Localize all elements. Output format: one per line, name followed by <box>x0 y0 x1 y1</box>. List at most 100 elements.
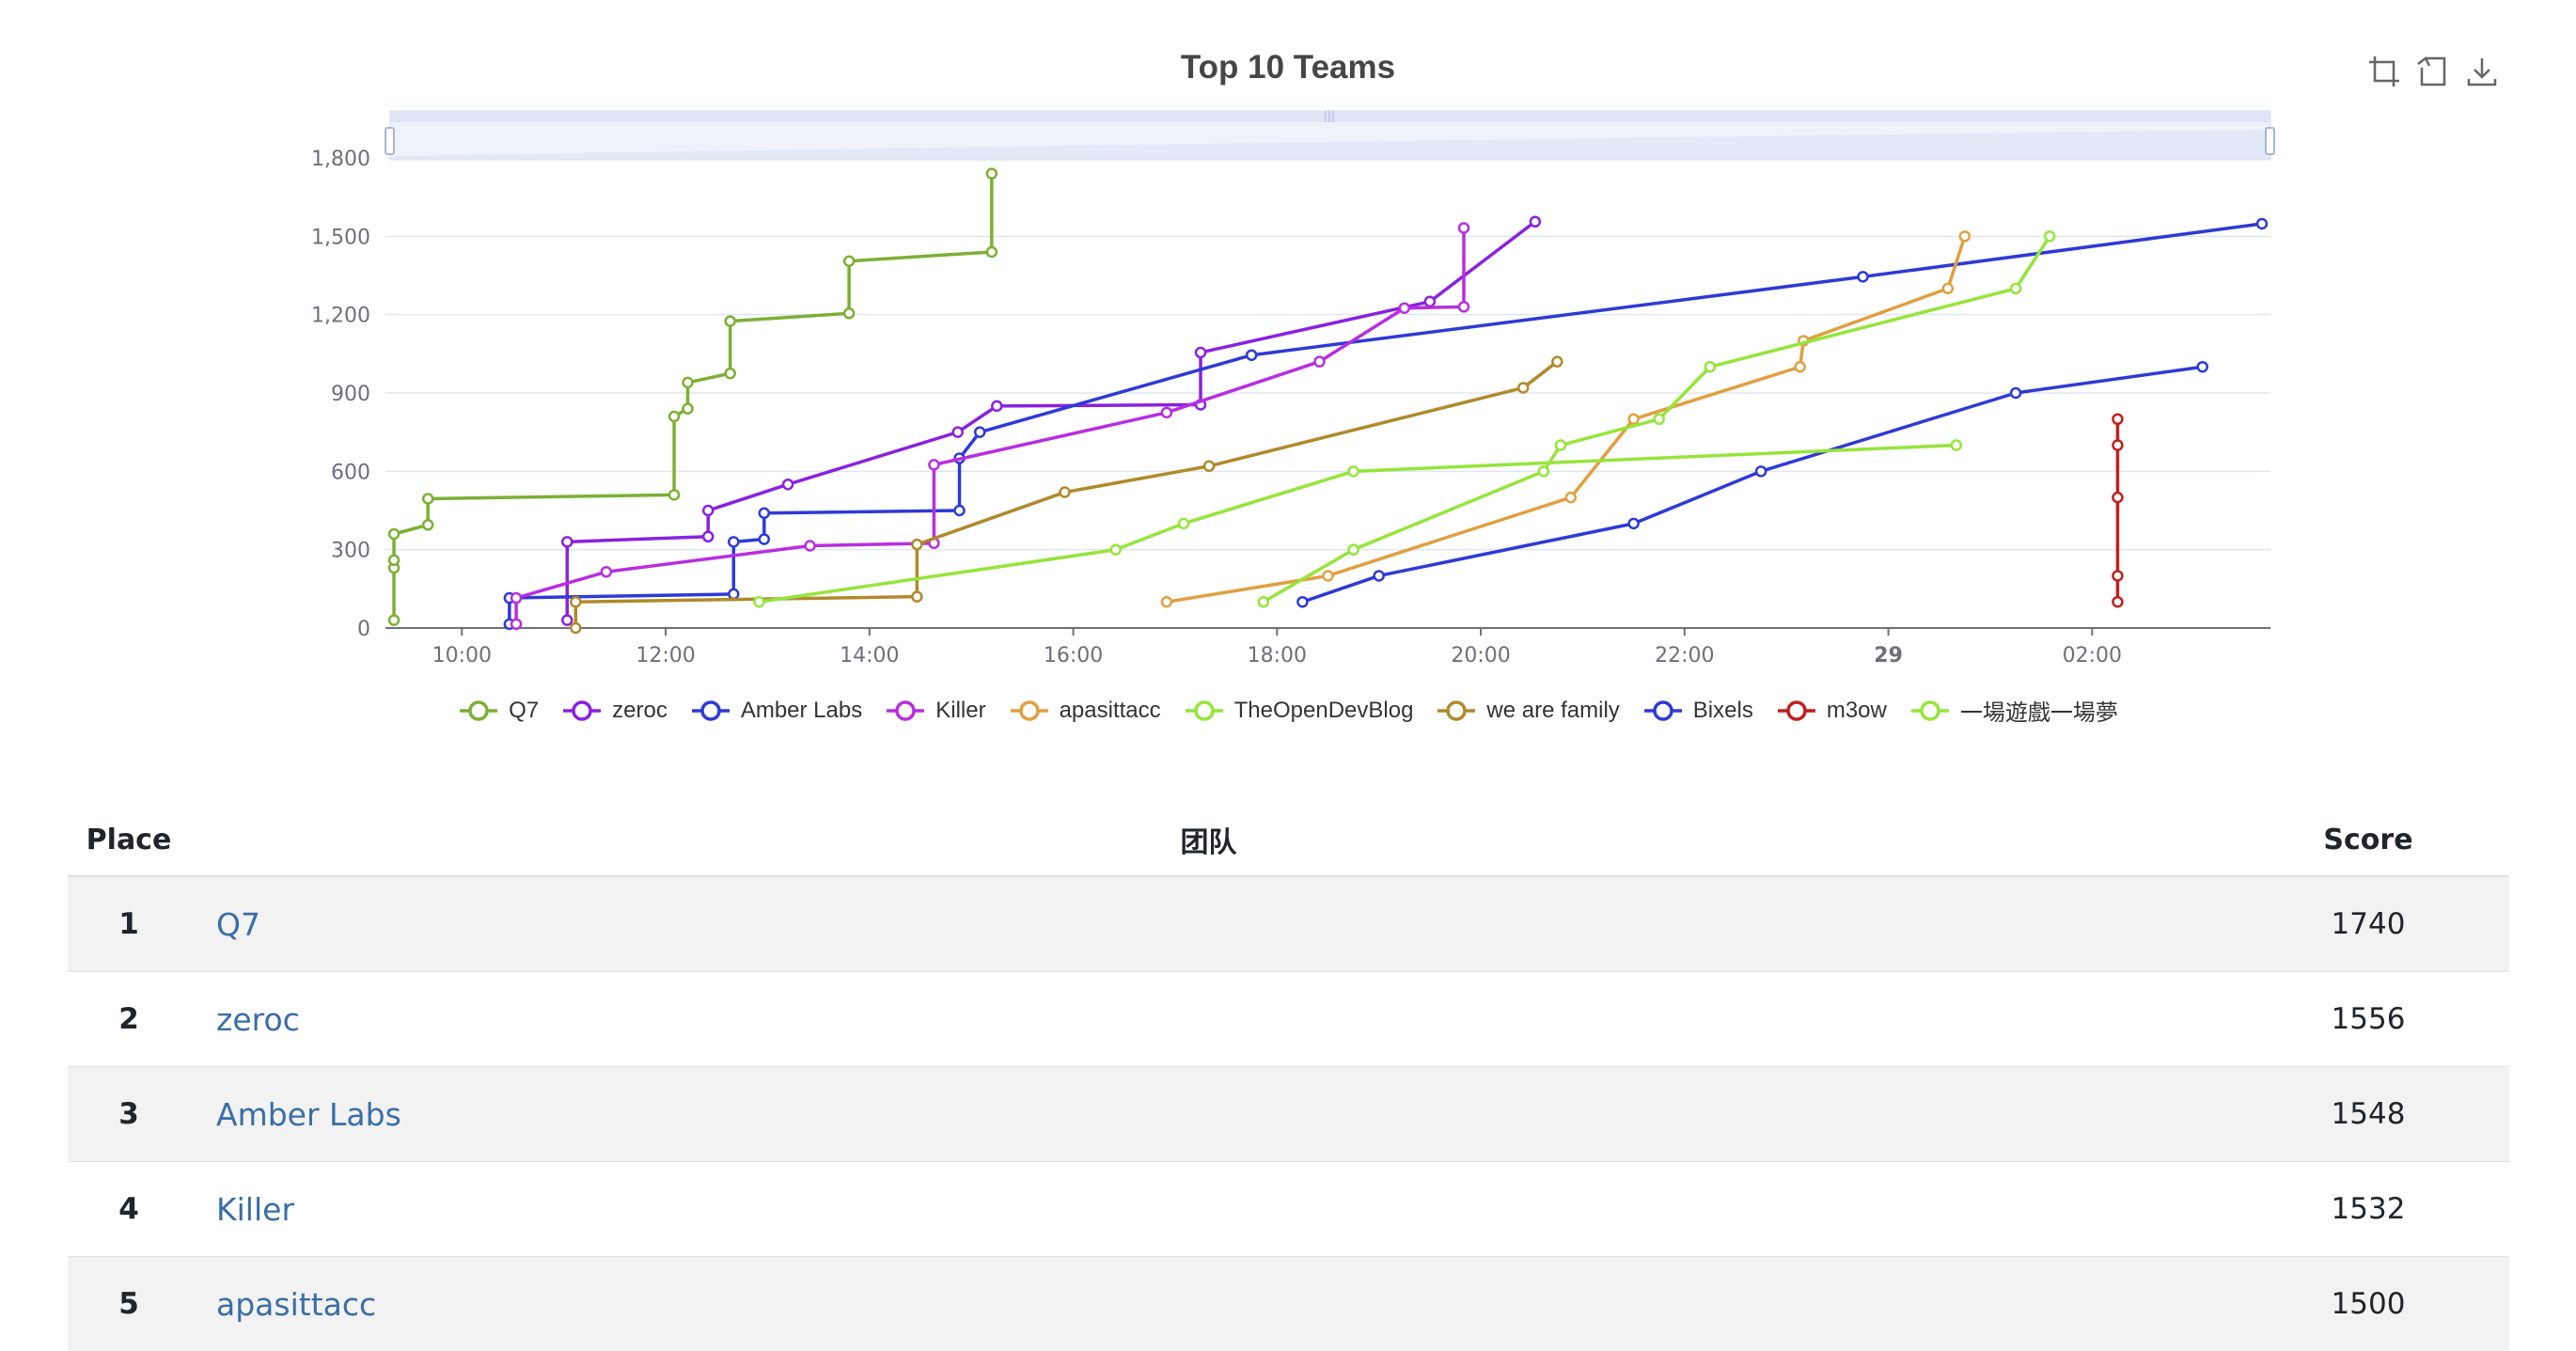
data-point <box>1629 415 1639 424</box>
data-point <box>1196 348 1205 357</box>
data-point <box>806 542 815 551</box>
table-header-row: Place 团队 Score <box>68 804 2509 876</box>
data-point <box>562 537 572 546</box>
data-point <box>1179 519 1188 528</box>
data-point <box>1425 297 1435 306</box>
data-point <box>729 537 738 546</box>
y-tick-label: 900 <box>331 383 370 406</box>
series-line-killer <box>516 228 1464 623</box>
data-point <box>912 592 921 602</box>
x-tick-label: 12:00 <box>636 644 695 668</box>
score-cell: 1532 <box>2227 1162 2509 1257</box>
legend-item[interactable]: Killer <box>885 694 985 727</box>
team-link[interactable]: zeroc <box>216 1001 300 1038</box>
legend-marker-icon <box>1642 699 1684 722</box>
data-zoom-handle-right[interactable] <box>2266 128 2274 154</box>
score-cell: 1548 <box>2227 1067 2509 1162</box>
legend-label: Bixels <box>1693 698 1753 724</box>
data-point <box>760 535 769 544</box>
y-tick-label: 600 <box>331 461 370 484</box>
data-point <box>2113 493 2122 502</box>
legend-label: Killer <box>935 698 985 724</box>
place-cell: 5 <box>68 1257 190 1351</box>
data-point <box>511 620 521 629</box>
data-point <box>683 378 693 387</box>
data-point <box>760 509 769 518</box>
chart-legend: Q7 zeroc Amber Labs Killer apasittacc TheOpen… <box>0 694 2576 727</box>
data-point <box>1629 519 1639 528</box>
data-point <box>1796 362 1805 371</box>
data-point <box>726 369 735 378</box>
table-row: 3 Amber Labs 1548 <box>68 1067 2509 1162</box>
data-point <box>729 589 738 599</box>
data-point <box>2011 284 2020 293</box>
data-point <box>987 169 997 179</box>
team-link[interactable]: Q7 <box>216 906 260 943</box>
y-tick-label: 1,200 <box>311 305 370 328</box>
scoreboard-table: Place 团队 Score 1 Q7 1740 2 zeroc 1556 3 … <box>68 804 2509 1351</box>
legend-marker-icon <box>1184 699 1225 722</box>
data-point <box>669 490 679 499</box>
data-point <box>1314 357 1324 367</box>
x-tick-label: 29 <box>1874 644 1903 668</box>
data-point <box>953 428 963 437</box>
legend-label: apasittacc <box>1060 698 1161 724</box>
x-tick-label: 14:00 <box>840 644 899 668</box>
legend-marker-icon <box>1436 699 1477 722</box>
series-line-amber-labs <box>510 224 2262 624</box>
data-point <box>703 532 713 542</box>
data-point <box>389 616 399 625</box>
data-point <box>1960 231 1970 241</box>
table-row: 5 apasittacc 1500 <box>68 1257 2509 1351</box>
y-tick-label: 0 <box>357 618 370 641</box>
x-tick-label: 16:00 <box>1044 644 1103 668</box>
legend-item[interactable]: Q7 <box>458 694 539 727</box>
data-point <box>1349 466 1359 476</box>
legend-item[interactable]: m3ow <box>1776 694 1887 727</box>
legend-marker-icon <box>1909 699 1951 722</box>
place-cell: 2 <box>68 972 190 1067</box>
data-point <box>683 404 693 414</box>
data-zoom-handle-left[interactable] <box>385 128 394 154</box>
place-cell: 4 <box>68 1162 190 1257</box>
legend-item[interactable]: Amber Labs <box>690 694 862 727</box>
legend-item[interactable]: TheOpenDevBlog <box>1184 694 1414 727</box>
team-link[interactable]: Killer <box>216 1191 294 1228</box>
data-point <box>987 247 997 257</box>
data-point <box>703 506 713 515</box>
data-point <box>571 623 580 633</box>
data-point <box>1111 545 1121 555</box>
data-point <box>423 495 432 504</box>
data-point <box>1705 362 1715 371</box>
place-header: Place <box>68 804 190 876</box>
data-zoom-grip: ||| <box>1324 109 1335 122</box>
legend-marker-icon <box>458 699 499 722</box>
score-cell: 1500 <box>2227 1257 2509 1351</box>
table-row: 4 Killer 1532 <box>68 1162 2509 1257</box>
data-point <box>2045 231 2054 241</box>
y-tick-label: 1,500 <box>311 226 370 249</box>
legend-item[interactable]: 一場遊戲一場夢 <box>1909 694 2118 727</box>
data-point <box>1566 493 1576 502</box>
legend-label: Q7 <box>509 698 539 724</box>
team-link[interactable]: apasittacc <box>216 1286 376 1323</box>
data-point <box>669 412 679 421</box>
team-link[interactable]: Amber Labs <box>216 1096 401 1133</box>
legend-item[interactable]: we are family <box>1436 694 1619 727</box>
data-point <box>1459 302 1469 311</box>
data-point <box>1162 597 1171 606</box>
legend-marker-icon <box>1776 699 1817 722</box>
x-tick-label: 18:00 <box>1248 644 1307 668</box>
legend-label: m3ow <box>1827 698 1887 724</box>
place-cell: 3 <box>68 1067 190 1162</box>
table-row: 2 zeroc 1556 <box>68 972 2509 1067</box>
legend-item[interactable]: zeroc <box>561 694 668 727</box>
data-point <box>2113 571 2122 580</box>
data-point <box>992 401 1001 411</box>
legend-marker-icon <box>1009 699 1050 722</box>
legend-marker-icon <box>561 699 603 722</box>
legend-item[interactable]: Bixels <box>1642 694 1753 727</box>
data-point <box>1943 284 1953 293</box>
legend-item[interactable]: apasittacc <box>1009 694 1161 727</box>
